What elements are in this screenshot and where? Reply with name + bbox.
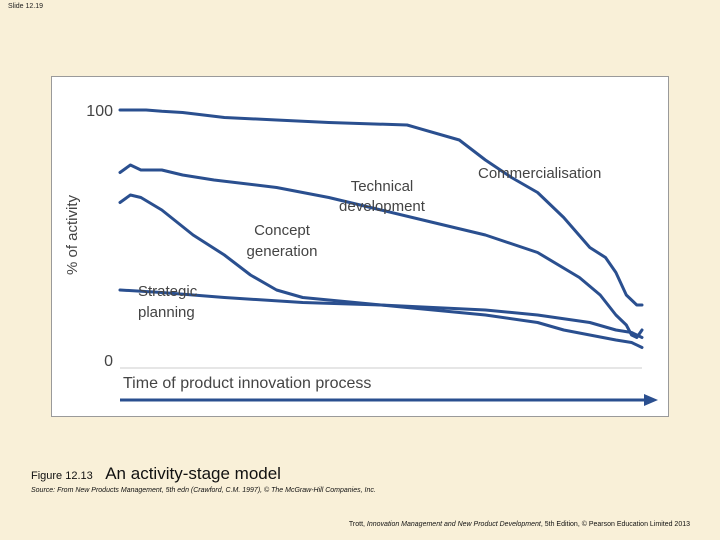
series-label-strategic-planning: Strategic planning <box>138 283 198 321</box>
figure-title: An activity-stage model <box>105 464 281 483</box>
slide-number: Slide 12.19 <box>8 3 44 10</box>
series-label-technical-development: Technical development <box>339 178 426 215</box>
y-tick-label-0: 0 <box>104 353 113 370</box>
time-arrowhead <box>644 394 658 406</box>
series-line-concept-generation <box>118 193 644 339</box>
y-tick-label-100: 100 <box>86 103 113 120</box>
series-line-strategic-planning <box>118 288 644 349</box>
figure-source: Source: From New Products Management, 5t… <box>31 487 376 494</box>
figure-number: Figure 12.13 <box>31 470 93 482</box>
activity-stage-chart: 100 0 % of activity Time of product inno… <box>64 103 658 406</box>
figure-frame: 100 0 % of activity Time of product inno… <box>51 76 669 417</box>
figure-caption: Figure 12.13 An activity-stage model <box>31 464 281 484</box>
credit-edition: , 5th Edition, © Pearson Education Limit… <box>540 521 690 528</box>
series-group <box>118 108 644 349</box>
credit-author: Trott, <box>348 521 365 528</box>
series-line-commercialisation <box>118 108 644 307</box>
credit-book-title: Innovation Management and New Product De… <box>366 521 541 528</box>
series-line-technical-development <box>118 163 644 339</box>
series-label-commercialisation: Commercialisation <box>478 165 601 182</box>
series-label-concept-generation: Concept generation <box>247 222 318 260</box>
x-axis-label: Time of product innovation process <box>123 375 371 392</box>
y-axis-label: % of activity <box>64 194 81 275</box>
publisher-credit: Trott, Innovation Management and New Pro… <box>349 521 690 528</box>
